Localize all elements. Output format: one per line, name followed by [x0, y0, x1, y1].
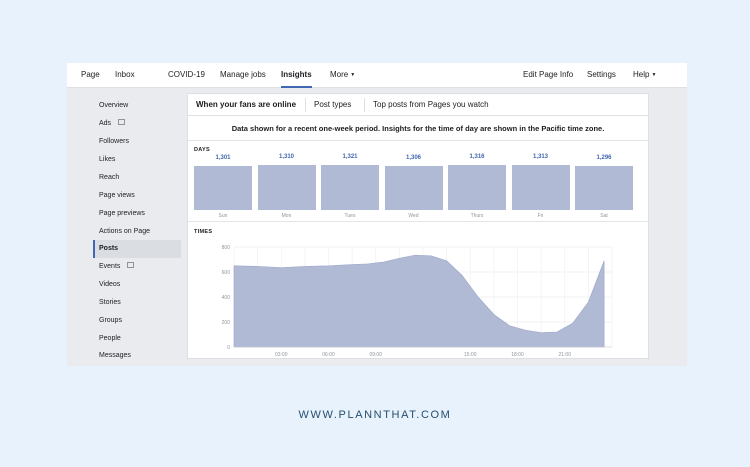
sidebar-item-label: Page previews: [99, 210, 145, 217]
sidebar-item-groups[interactable]: Groups: [93, 312, 181, 330]
x-tick-label: 21:00: [558, 352, 571, 358]
sidebar-item-label: Overview: [99, 102, 129, 109]
insights-tabs: When your fans are online Post types Top…: [188, 94, 648, 116]
day-tick-label: Tues: [344, 213, 356, 219]
sidebar-item-label: Followers: [99, 138, 129, 145]
x-tick-label: 09:00: [369, 352, 382, 358]
chevron-down-icon: ▼: [350, 72, 356, 78]
x-tick-label: 06:00: [322, 352, 335, 358]
facebook-insights-window: Page Inbox COVID-19 Manage jobs Insights…: [67, 63, 687, 366]
sidebar-item-page-previews[interactable]: Page previews: [93, 205, 181, 223]
sidebar-item-label: Events: [99, 263, 121, 270]
tab-top-posts[interactable]: Top posts from Pages you watch: [373, 100, 489, 109]
sidebar-item-messages[interactable]: Messages: [93, 347, 181, 365]
day-value-label: 1,313: [532, 154, 548, 161]
external-link-icon: [127, 262, 135, 269]
day-bar[interactable]: [321, 165, 379, 210]
sidebar-item-videos[interactable]: Videos: [93, 276, 181, 294]
day-value-label: 1,310: [278, 154, 294, 161]
tab-divider: [305, 98, 306, 112]
day-value-label: 1,321: [342, 154, 358, 160]
x-tick-label: 03:00: [275, 352, 288, 358]
tab-post-types[interactable]: Post types: [314, 100, 352, 109]
footer-url: WWW.PLANNTHAT.COM: [298, 409, 452, 421]
insights-panel: When your fans are online Post types Top…: [187, 93, 649, 359]
sidebar-item-label: Stories: [99, 299, 121, 306]
nav-page[interactable]: Page: [81, 70, 100, 79]
day-tick-label: Fri: [537, 213, 544, 219]
y-tick-label: 200: [222, 320, 231, 326]
nav-edit-page-info[interactable]: Edit Page Info: [523, 70, 574, 79]
sidebar-item-actions-on-page[interactable]: Actions on Page: [93, 223, 181, 241]
sidebar-item-label: People: [99, 335, 121, 342]
sidebar-item-label: Actions on Page: [99, 228, 150, 235]
insights-sidebar: Overview Ads Followers Likes Reach Page …: [67, 88, 187, 366]
day-bar[interactable]: [448, 165, 506, 210]
sidebar-item-events[interactable]: Events: [93, 258, 181, 276]
day-bar[interactable]: [575, 165, 633, 210]
day-bar[interactable]: [384, 165, 443, 210]
nav-more[interactable]: More ▼: [330, 63, 355, 88]
day-value-label: 1,316: [469, 154, 485, 161]
sidebar-item-label: Videos: [99, 281, 121, 288]
sidebar-item-reach[interactable]: Reach: [93, 169, 181, 187]
y-tick-label: 0: [227, 345, 230, 351]
sidebar-item-likes[interactable]: Likes: [93, 151, 181, 169]
nav-insights[interactable]: Insights: [281, 63, 312, 88]
nav-manage-jobs[interactable]: Manage jobs: [220, 70, 266, 79]
sidebar-item-overview[interactable]: Overview: [93, 97, 181, 115]
sidebar-item-people[interactable]: People: [93, 330, 181, 348]
section-divider: [188, 221, 648, 222]
day-bar[interactable]: [511, 165, 570, 210]
day-tick-label: Mon: [281, 213, 292, 219]
times-area-chart: 0 200 400 600 800 03:00 06:00 09:00 15:00 18:00 21…: [222, 245, 613, 358]
sidebar-item-label: Reach: [99, 174, 120, 181]
timezone-notice: Data shown for a recent one-week period.…: [188, 117, 648, 141]
sidebar-item-ads[interactable]: Ads: [93, 115, 181, 133]
tab-divider: [364, 98, 365, 112]
nav-settings[interactable]: Settings: [587, 70, 616, 79]
sidebar-item-followers[interactable]: Followers: [93, 133, 181, 151]
nav-help-label: Help: [633, 70, 650, 80]
y-tick-label: 400: [222, 295, 231, 301]
top-navigation: Page Inbox COVID-19 Manage jobs Insights…: [67, 63, 687, 88]
nav-covid-19[interactable]: COVID-19: [168, 70, 205, 79]
day-value-label: 1,296: [596, 154, 612, 161]
sidebar-item-label: Posts: [99, 245, 119, 252]
day-tick-label: Wed: [408, 213, 419, 219]
days-section-label: DAYS: [194, 147, 210, 153]
sidebar-item-label: Messages: [99, 352, 131, 359]
day-tick-label: Sun: [218, 213, 228, 219]
sidebar-item-stories[interactable]: Stories: [93, 294, 181, 312]
day-value-label: 1,301: [215, 154, 231, 161]
external-link-icon: [118, 119, 126, 126]
nav-help[interactable]: Help ▼: [633, 63, 656, 88]
sidebar-item-label: Likes: [99, 156, 116, 163]
nav-inbox[interactable]: Inbox: [115, 70, 135, 79]
day-tick-label: Sat: [600, 213, 608, 219]
sidebar-item-label: Page views: [99, 192, 135, 199]
times-section-label: TIMES: [194, 229, 213, 235]
tab-when-fans-online[interactable]: When your fans are online: [196, 100, 297, 109]
times-area-series: [233, 254, 605, 348]
day-bar[interactable]: [194, 165, 252, 210]
day-tick-label: Thurs: [470, 213, 484, 219]
sidebar-item-label: Groups: [99, 317, 122, 324]
day-value-label: 1,306: [405, 154, 421, 161]
nav-more-label: More: [330, 70, 349, 80]
chevron-down-icon: ▼: [651, 72, 657, 78]
sidebar-item-page-views[interactable]: Page views: [93, 187, 181, 205]
sidebar-item-label: Ads: [99, 120, 112, 127]
y-tick-label: 800: [222, 245, 231, 251]
sidebar-item-posts[interactable]: Posts: [93, 240, 181, 258]
day-bar[interactable]: [257, 165, 316, 210]
x-tick-label: 18:00: [511, 352, 524, 358]
y-tick-label: 600: [222, 270, 231, 276]
x-tick-label: 15:00: [464, 352, 477, 358]
